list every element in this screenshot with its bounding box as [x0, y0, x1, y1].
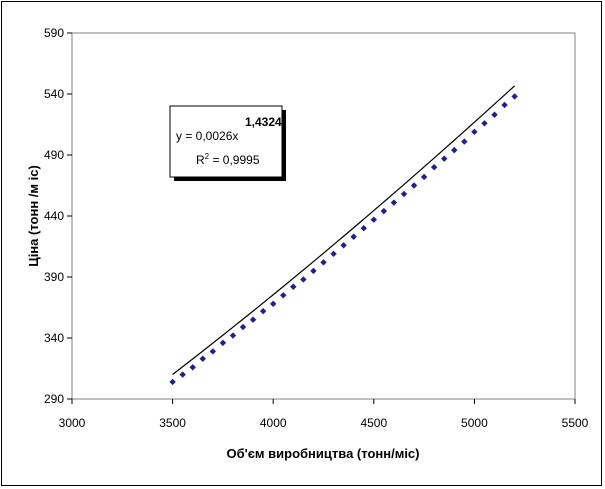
data-point — [290, 283, 297, 290]
data-point — [189, 364, 196, 371]
y-tick-label: 390 — [44, 270, 64, 284]
data-point — [420, 173, 428, 181]
y-tick-label: 340 — [44, 331, 64, 345]
data-point — [400, 190, 408, 198]
data-point — [451, 146, 458, 154]
x-tick-label: 5500 — [562, 416, 589, 430]
x-tick-label: 4000 — [260, 416, 287, 430]
data-point — [340, 242, 347, 249]
data-point — [209, 348, 217, 355]
r-squared-text: R2 = 0,9995 — [196, 152, 260, 167]
x-axis-ticks: 3000 3500 4000 4500 5000 5500 — [59, 399, 589, 430]
x-axis-title: Об'єм виробництва (тонн/міс) — [227, 446, 420, 461]
plot-area — [71, 32, 576, 400]
equation-text: y = 0,0026x — [176, 129, 238, 143]
data-point — [179, 371, 186, 378]
data-point — [280, 292, 287, 299]
y-tick-label: 490 — [44, 148, 64, 162]
data-point — [481, 120, 488, 127]
y-tick-label: 440 — [44, 209, 64, 223]
data-point — [360, 225, 367, 232]
data-point — [229, 332, 237, 339]
data-point — [441, 155, 448, 162]
x-tick-label: 3500 — [159, 416, 186, 430]
data-point — [350, 233, 357, 240]
data-point — [511, 93, 518, 100]
y-axis-ticks: 290 340 390 440 490 540 590 — [44, 26, 72, 406]
y-tick-label: 590 — [44, 26, 64, 40]
y-tick-label: 540 — [44, 87, 64, 101]
data-point — [320, 259, 327, 266]
x-tick-label: 5000 — [461, 416, 488, 430]
equation-exponent: 1,4324 — [245, 115, 282, 129]
data-point — [270, 300, 277, 308]
data-point — [461, 138, 468, 145]
data-point — [239, 323, 247, 331]
data-point — [219, 339, 227, 347]
x-tick-label: 4500 — [360, 416, 387, 430]
y-axis-title: Ціна (тонн /м іс) — [26, 165, 41, 267]
data-point — [390, 199, 398, 206]
data-point — [199, 355, 206, 362]
data-points — [169, 93, 518, 386]
data-point — [370, 216, 377, 223]
trendline-equation-box: y = 0,0026x 1,4324 R2 = 0,9995 — [169, 105, 286, 181]
data-point — [471, 128, 478, 136]
data-point — [300, 276, 307, 283]
data-point — [249, 316, 257, 323]
data-point — [380, 207, 388, 215]
data-point — [259, 307, 267, 315]
trendline — [172, 85, 516, 375]
data-point — [310, 267, 317, 275]
data-point — [410, 182, 418, 189]
data-point — [169, 378, 176, 386]
data-point — [491, 111, 498, 118]
data-point — [330, 250, 337, 258]
data-point — [430, 164, 438, 171]
x-tick-label: 3000 — [59, 416, 86, 430]
data-point — [501, 101, 508, 109]
y-tick-label: 290 — [44, 392, 64, 406]
